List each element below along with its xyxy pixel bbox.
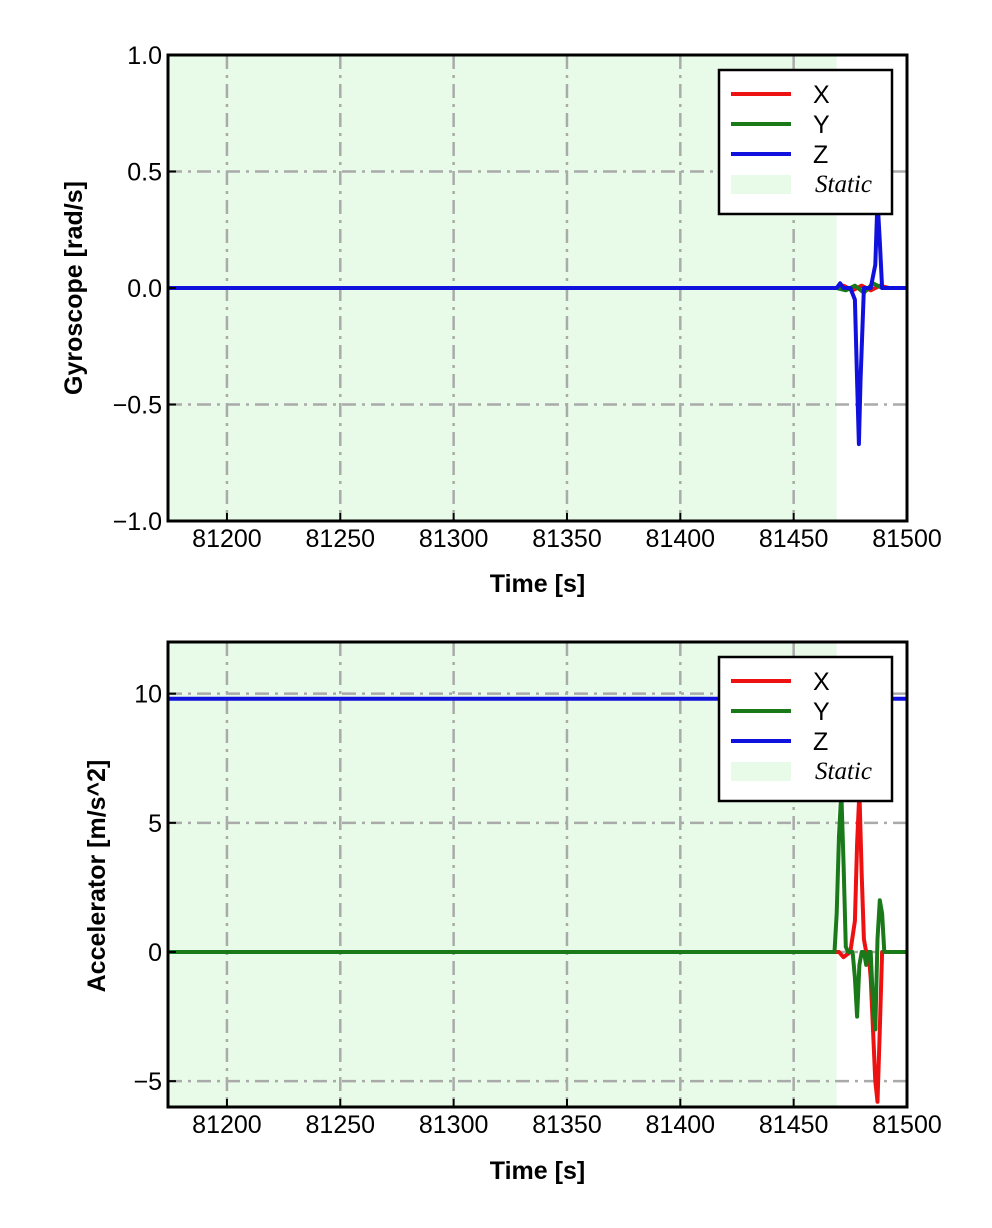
- x-tick-label: 81300: [419, 525, 489, 553]
- x-axis-label: Time [s]: [490, 1157, 585, 1185]
- x-tick-label: 81350: [532, 1111, 602, 1139]
- x-axis-label: Time [s]: [490, 570, 585, 598]
- legend-label-y: Y: [813, 698, 830, 726]
- x-tick-label: 81450: [759, 525, 829, 553]
- legend-label-z: Z: [813, 728, 828, 756]
- y-tick-label: 10: [134, 681, 162, 709]
- gyroscope-chart: 81200 81250 81300 81350 81400 81450 81500 −1.0 −…: [60, 42, 942, 598]
- series-group: [168, 197, 907, 447]
- legend-label-x: X: [813, 668, 830, 696]
- y-tick-label: −0.5: [113, 392, 162, 420]
- legend-swatch-static: [731, 175, 791, 194]
- y-axis-label: Accelerator [m/s^2]: [83, 760, 111, 993]
- x-tick-label: 81500: [872, 1111, 942, 1139]
- x-tick-label: 81300: [419, 1111, 489, 1139]
- x-tick-label: 81400: [646, 525, 716, 553]
- x-tick-label: 81400: [646, 1111, 716, 1139]
- y-tick-label: 1.0: [127, 42, 162, 70]
- legend-label-y: Y: [813, 111, 830, 139]
- legend-swatch-static: [731, 762, 791, 781]
- y-tick-label: 0.0: [127, 275, 162, 303]
- y-tick-label: 0: [148, 939, 162, 967]
- x-tick-label: 81500: [872, 525, 942, 553]
- legend-label-static: Static: [815, 758, 872, 785]
- y-tick-label: −1.0: [113, 508, 162, 536]
- legend-label-z: Z: [813, 141, 828, 169]
- legend-label-x: X: [813, 81, 830, 109]
- legend-label-static: Static: [815, 171, 872, 198]
- x-tick-label: 81250: [306, 525, 376, 553]
- y-tick-label: 0.5: [127, 159, 162, 187]
- x-tick-label: 81250: [306, 1111, 376, 1139]
- y-tick-label: −5: [133, 1068, 162, 1096]
- x-tick-label: 81200: [192, 525, 262, 553]
- y-axis-label: Gyroscope [rad/s]: [60, 181, 88, 395]
- accelerator-chart: 81200 81250 81300 81350 81400 81450 81500 −5 0 5 1…: [83, 640, 942, 1185]
- x-tick-label: 81200: [192, 1111, 262, 1139]
- series-line-z: [168, 197, 907, 447]
- x-tick-label: 81450: [759, 1111, 829, 1139]
- x-tick-label: 81350: [532, 525, 602, 553]
- series-line-x: [168, 789, 907, 1104]
- axes-frame: [166, 640, 909, 1109]
- y-tick-label: 5: [148, 810, 162, 838]
